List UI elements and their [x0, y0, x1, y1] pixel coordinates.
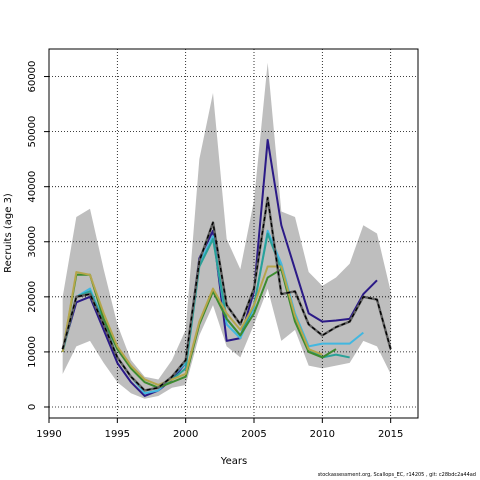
series-line-6	[61, 197, 392, 392]
y-tick-label-60000: 60000	[27, 61, 38, 93]
x-tick-label-1995: 1995	[105, 429, 130, 440]
y-tick-label-40000: 40000	[27, 171, 38, 203]
series-layer	[61, 138, 392, 397]
x-tick-label-2015: 2015	[378, 429, 403, 440]
y-tick-label-50000: 50000	[27, 116, 38, 148]
series-line-5	[61, 265, 323, 386]
x-axis-label: Years	[220, 456, 247, 467]
axes-layer: 1990 1995 2000 2005 2010 2015 0 10000 20000 30000…	[27, 48, 419, 440]
y-axis-label: Recruits (age 3)	[3, 193, 14, 273]
confidence-band-layer	[62, 62, 391, 399]
x-tick-label-2000: 2000	[173, 429, 198, 440]
y-tick-label-30000: 30000	[27, 226, 38, 258]
plot-frame	[48, 48, 419, 419]
y-tick-label-10000: 10000	[27, 336, 38, 368]
y-tick-label-0: 0	[27, 404, 38, 410]
y-tick-label-20000: 20000	[27, 281, 38, 313]
footer-credit: stockassessment.org, Scallops_EC, r14205…	[317, 472, 476, 478]
x-tick-label-2010: 2010	[310, 429, 335, 440]
x-tick-label-1990: 1990	[36, 429, 61, 440]
x-tick-label-2005: 2005	[241, 429, 266, 440]
confidence-band	[62, 62, 391, 399]
